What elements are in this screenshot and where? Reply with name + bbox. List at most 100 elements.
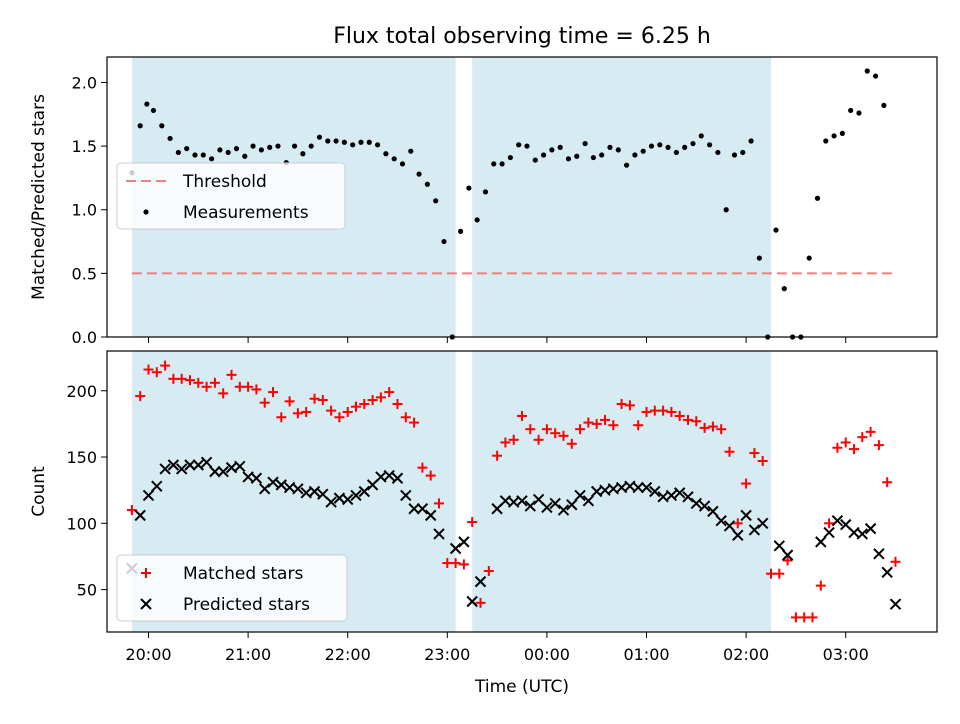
predicted-marker-b (400, 489, 412, 502)
measurement-point (258, 147, 264, 153)
predicted-marker-b (358, 485, 371, 498)
measurement-point (723, 207, 729, 213)
predicted-marker-b (350, 489, 362, 502)
predicted-marker-b (391, 472, 404, 484)
legend-label: Threshold (182, 172, 267, 192)
predicted-marker-b (690, 497, 703, 510)
predicted-marker-b (341, 493, 354, 506)
predicted-marker-b (599, 484, 611, 496)
x-tick-label: 23:00 (424, 645, 470, 664)
measurement-point (374, 142, 381, 148)
measurement-point (690, 140, 696, 147)
predicted-marker-b (142, 489, 155, 502)
predicted-marker-b (756, 517, 769, 530)
predicted-marker-b (184, 459, 196, 471)
y-tick-label: 0.5 (72, 264, 97, 283)
measurement-point (698, 133, 704, 139)
predicted-marker-b (574, 489, 586, 502)
measurement-point (175, 149, 181, 156)
predicted-marker-b (723, 520, 736, 532)
measurement-point (267, 144, 273, 150)
x-tick-label: 03:00 (823, 645, 869, 664)
measurement-point (144, 101, 150, 107)
predicted-marker-b (649, 485, 661, 498)
x-tick-label: 02:00 (723, 645, 769, 664)
measurement-point (872, 73, 879, 79)
predicted-marker-b (209, 465, 221, 478)
measurement-point (673, 149, 679, 156)
predicted-marker-b (424, 509, 437, 522)
predicted-marker-b (134, 509, 146, 522)
predicted-marker-b (773, 540, 786, 552)
legend-label: Predicted stars (183, 595, 310, 615)
predicted-marker-b (416, 503, 429, 515)
y-tick-label: 2.0 (72, 73, 97, 92)
predicted-marker-b (823, 526, 835, 539)
measurement-point (192, 152, 198, 158)
measurement-point (433, 198, 439, 204)
measurement-point (208, 156, 215, 162)
measurement-point (524, 143, 530, 149)
measurement-point (416, 171, 422, 177)
predicted-marker-b (292, 483, 304, 495)
measurement-point (806, 255, 812, 261)
predicted-marker-b (632, 481, 644, 494)
predicted-marker-b (889, 598, 902, 610)
predicted-marker-b (466, 595, 478, 608)
predicted-marker-b (507, 496, 520, 508)
measurement-point (408, 148, 414, 154)
measurement-point (574, 153, 580, 159)
measurement-point (457, 228, 464, 234)
measurement-point (565, 156, 572, 162)
measurement-point (159, 123, 165, 129)
y-tick-label: 200 (66, 382, 97, 401)
predicted-marker-b (707, 505, 719, 518)
predicted-marker-b (408, 503, 420, 515)
predicted-marker-b (449, 542, 462, 555)
measurement-point (557, 144, 563, 150)
measurement-point (864, 68, 870, 74)
axes-frame (106, 56, 938, 338)
y-tick-label: 1.0 (72, 201, 97, 220)
predicted-marker-b (864, 522, 877, 535)
measurement-point (540, 152, 547, 158)
legend-box (116, 162, 346, 230)
measurement-point (856, 110, 862, 116)
measurement-point (308, 143, 314, 149)
chart-title: Flux total observing time = 6.25 h (333, 24, 711, 49)
measurement-point (748, 138, 754, 144)
measurement-point (300, 151, 306, 157)
predicted-marker-b (151, 480, 163, 492)
predicted-marker-b (524, 500, 537, 512)
measurement-point (491, 161, 497, 167)
predicted-marker-b (698, 500, 711, 512)
measurement-point (225, 149, 231, 156)
predicted-marker-b (665, 489, 678, 502)
predicted-marker-b (433, 528, 445, 540)
measurement-point (291, 143, 298, 149)
measurement-point (350, 142, 356, 148)
predicted-marker-b (275, 479, 288, 491)
measurement-point (881, 102, 887, 108)
predicted-marker-b (458, 536, 470, 548)
predicted-marker-b (781, 549, 794, 561)
predicted-marker-b (217, 465, 229, 478)
predicted-marker-b (831, 514, 844, 527)
predicted-marker-b (607, 483, 620, 495)
predicted-marker-b (234, 460, 246, 473)
predicted-marker-b (873, 548, 885, 560)
predicted-marker-b (748, 524, 761, 536)
predicted-marker-b (225, 461, 238, 474)
measurement-point (599, 152, 605, 158)
measurement-point (781, 286, 787, 292)
measurement-point (391, 156, 397, 162)
measurement-point (823, 138, 829, 144)
measurement-point (275, 143, 281, 149)
predicted-marker-b (732, 529, 744, 541)
predicted-marker-b (715, 514, 727, 527)
y-axis-label: Matched/Predicted stars (29, 94, 49, 300)
legend-measurement-swatch (143, 209, 149, 215)
predicted-marker-b (682, 491, 694, 503)
axes-frame (106, 350, 938, 633)
predicted-marker-b (856, 528, 869, 540)
